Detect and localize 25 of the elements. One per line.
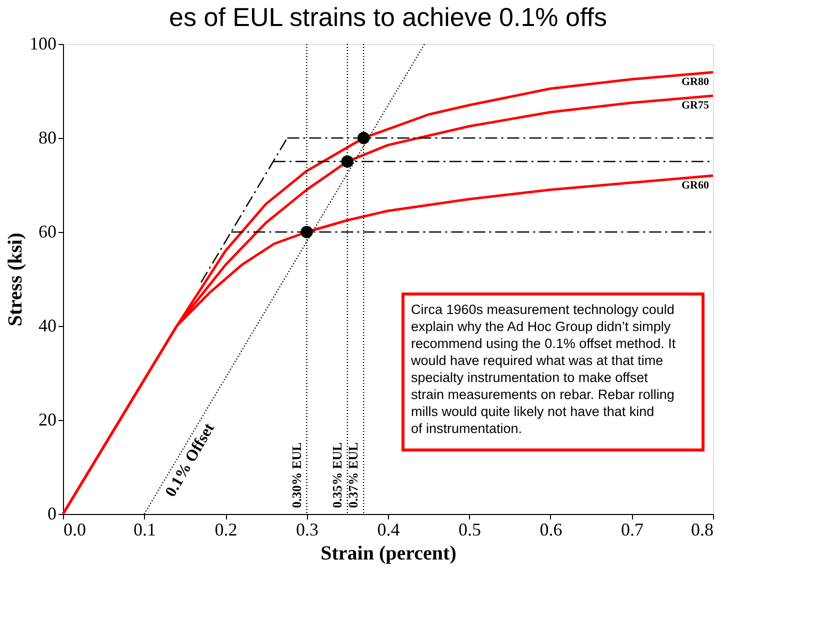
- series-label: GR60: [682, 180, 710, 192]
- x-tick-label: 0.5: [458, 520, 481, 540]
- series-label: GR75: [682, 100, 710, 112]
- y-tick-label: 0: [48, 504, 56, 524]
- series-label: GR80: [682, 76, 710, 88]
- y-tick-label: 40: [38, 316, 56, 336]
- x-tick-label: 0.6: [540, 520, 562, 540]
- x-tick-label: 0.2: [214, 520, 238, 540]
- y-tick-label: 100: [30, 34, 56, 54]
- x-tick-label: 0.8: [691, 520, 714, 540]
- y-tick-label: 60: [38, 222, 56, 242]
- y-axis-title: Stress (ksi): [4, 232, 26, 326]
- y-tick-label: 20: [38, 410, 56, 430]
- x-tick-label: 0.7: [621, 520, 644, 540]
- x-tick-label: 0.3: [296, 520, 318, 540]
- chart-title: es of EUL strains to achieve 0.1% offs: [169, 2, 607, 32]
- ref-line-label: 0.37% EUL: [346, 442, 361, 508]
- x-tick-label: 0.1: [134, 520, 156, 540]
- annotation: Circa 1960s measurement technology could explain why the Ad Hoc Group didn’t simply recommend using the 0.1% offset method. It would have required what was at that time specialty instrumentation to make offset strain measurements on rebar. Rebar rolling mills would quite likely not have that kind of instrumentation.: [410, 302, 676, 436]
- y-tick-label: 80: [38, 128, 56, 148]
- ref-line-label: 0.35% EUL: [329, 442, 344, 508]
- ref-line-label: 0.30% EUL: [288, 442, 304, 508]
- x-tick-label: 0.4: [377, 520, 400, 540]
- x-axis-title: Strain (percent): [320, 542, 456, 564]
- x-tick-label: 0.0: [64, 520, 86, 540]
